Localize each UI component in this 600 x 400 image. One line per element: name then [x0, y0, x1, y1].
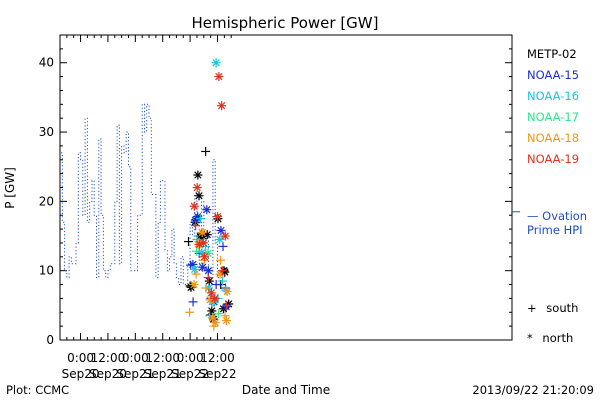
point-noaa-19-south — [217, 266, 227, 276]
point-noaa-16-north — [211, 58, 221, 68]
y-axis-label: P [GW] — [3, 167, 17, 209]
x-tick-date: Sep21 — [144, 367, 182, 381]
point-noaa-15-north — [216, 225, 226, 235]
legend-metp-02: METP-02 — [527, 47, 577, 61]
legend-noaa-17: NOAA-17 — [527, 110, 579, 124]
x-tick-time: 12:00 — [145, 351, 180, 365]
point-noaa-18-south — [185, 307, 195, 317]
point-noaa-19-south — [203, 273, 213, 283]
point-noaa-19-north — [206, 288, 216, 298]
x-tick-date: Sep22 — [199, 367, 237, 381]
point-noaa-19-north — [189, 201, 199, 211]
point-metp-02-north — [207, 306, 217, 316]
point-noaa-18-north — [189, 280, 199, 290]
ovation-prime-hpi-line — [61, 103, 227, 285]
point-noaa-18-north — [197, 228, 207, 238]
x-tick-time: 0:00 — [177, 351, 204, 365]
point-noaa-18-north — [221, 316, 231, 326]
point-metp-02-south — [184, 237, 194, 247]
y-tick-label: 30 — [39, 125, 54, 139]
legend-noaa-19: NOAA-19 — [527, 152, 579, 166]
point-noaa-19-north — [192, 183, 202, 192]
marker-north-label: north — [542, 331, 573, 345]
ovation-legend-line1: — Ovation — [527, 209, 587, 223]
legend: METP-02 NOAA-15 NOAA-16 NOAA-17 NOAA-18 NOAA-… — [527, 47, 579, 166]
marker-legend-north: * north — [527, 331, 573, 345]
x-axis-label: Date and Time — [242, 383, 330, 397]
y-tick-label: 20 — [39, 194, 54, 208]
point-noaa-19-north — [198, 238, 208, 248]
point-noaa-17-south — [213, 309, 223, 319]
point-noaa-15-north — [202, 205, 212, 215]
legend-noaa-18: NOAA-18 — [527, 131, 579, 145]
x-axis-ticks: 0:00 Sep20 12:00 Sep20 0:00 Sep21 12:00 Sep21 0:… — [62, 35, 237, 381]
x-tick-date: Sep22 — [171, 367, 209, 381]
point-noaa-15-south — [188, 297, 198, 307]
x-tick-time: 0:00 — [122, 351, 149, 365]
point-noaa-19-north — [210, 293, 220, 303]
footer-right: 2013/09/22 21:20:09 — [472, 383, 594, 397]
y-axis-ticks: 0 10 20 30 40 — [39, 48, 512, 347]
point-noaa-18-south — [191, 269, 201, 279]
marker-legend-south: + south — [527, 301, 578, 315]
point-noaa-18-south — [201, 283, 211, 293]
x-tick-date: Sep20 — [62, 367, 100, 381]
legend-noaa-16: NOAA-16 — [527, 89, 579, 103]
ovation-legend-line2: Prime HPI — [527, 223, 583, 237]
point-noaa-19-south — [222, 300, 232, 310]
point-metp-02-south — [201, 146, 211, 156]
x-tick-date: Sep20 — [89, 367, 127, 381]
x-tick-time: 0:00 — [67, 351, 94, 365]
point-noaa-18-north — [210, 318, 220, 328]
point-metp-02-north — [194, 191, 204, 201]
point-noaa-19-north — [220, 231, 230, 241]
point-noaa-19-north — [194, 239, 204, 249]
point-noaa-19-north — [217, 101, 227, 111]
x-tick-time: 12:00 — [200, 351, 235, 365]
marker-legend: + south * north — [527, 301, 578, 345]
point-noaa-19-north — [213, 212, 223, 222]
y-tick-label: 40 — [39, 56, 54, 70]
marker-south-label: south — [546, 301, 578, 315]
legend-noaa-15: NOAA-15 — [527, 68, 579, 82]
point-noaa-15-south — [218, 241, 228, 251]
marker-north-symbol: * — [527, 331, 533, 345]
point-noaa-16-south — [196, 214, 206, 224]
marker-south-symbol: + — [527, 301, 537, 315]
point-noaa-19-north — [214, 72, 224, 82]
x-tick-time: 12:00 — [91, 351, 126, 365]
footer-left: Plot: CCMC — [6, 383, 69, 397]
point-noaa-16-north — [190, 264, 200, 274]
chart-title: Hemispheric Power [GW] — [192, 14, 379, 32]
plot-frame — [59, 34, 513, 341]
y-tick-label: 10 — [39, 264, 54, 278]
point-noaa-18-north — [222, 286, 232, 296]
point-noaa-19-south — [191, 221, 201, 231]
point-noaa-15-south — [211, 280, 221, 290]
y-tick-label: 0 — [46, 333, 54, 347]
x-tick-date: Sep21 — [116, 367, 154, 381]
satellite-points — [184, 58, 234, 331]
point-metp-02-north — [193, 170, 203, 180]
point-noaa-19-north — [200, 252, 210, 262]
point-noaa-17-south — [192, 246, 202, 256]
point-noaa-18-south — [215, 255, 225, 265]
point-noaa-16-south — [218, 276, 228, 286]
point-noaa-16-north — [215, 234, 225, 244]
point-metp-02-north — [204, 276, 214, 286]
